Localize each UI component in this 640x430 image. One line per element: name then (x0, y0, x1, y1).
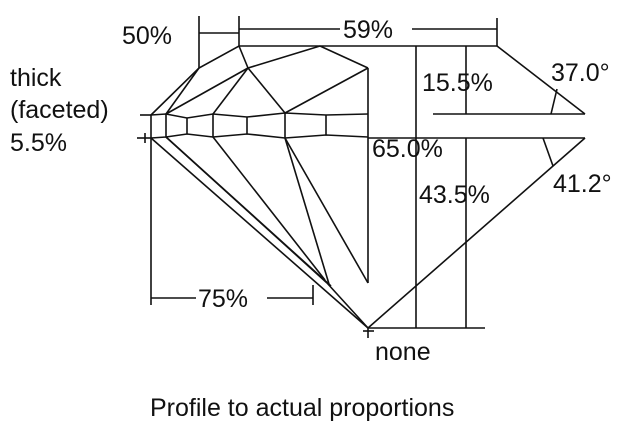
dimension-lines (137, 16, 585, 338)
girdle-faceted-label: (faceted) (10, 96, 109, 124)
lower-half-label: 75% (198, 285, 248, 313)
pavilion-angle-label: 41.2° (553, 170, 612, 198)
caption: Profile to actual proportions (150, 394, 454, 422)
culet-label: none (375, 338, 431, 366)
crown-height-label: 15.5% (422, 69, 493, 97)
table-label: 59% (343, 16, 393, 44)
total-depth-label: 65.0% (372, 135, 443, 163)
girdle-percent-label: 5.5% (10, 129, 67, 157)
crown-facet-label: 50% (122, 22, 172, 50)
pavilion-depth-label: 43.5% (419, 181, 490, 209)
girdle-thickness-label: thick (10, 64, 62, 92)
diamond-outline (150, 45, 586, 329)
crown-angle-label: 37.0° (551, 59, 610, 87)
